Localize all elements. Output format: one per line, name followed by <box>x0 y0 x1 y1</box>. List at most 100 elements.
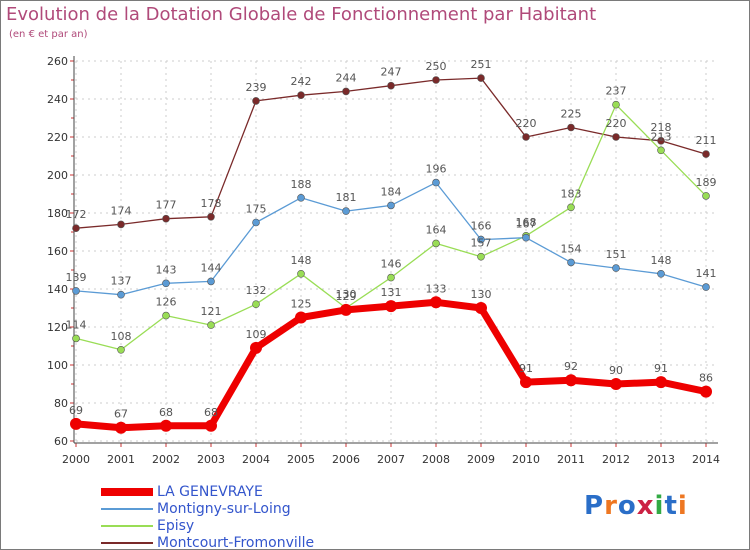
y-tick-label: 100 <box>47 359 68 372</box>
x-tick-label: 2008 <box>422 453 450 466</box>
y-tick-label: 60 <box>54 435 68 448</box>
data-label: 189 <box>696 176 717 189</box>
data-point <box>702 283 710 291</box>
data-point <box>252 300 260 309</box>
y-tick-label: 80 <box>54 397 68 410</box>
data-label: 157 <box>471 237 492 250</box>
x-tick-label: 2007 <box>377 453 405 466</box>
data-label: 131 <box>381 286 402 299</box>
logo-letter: i <box>654 491 665 521</box>
data-label: 225 <box>561 108 582 121</box>
data-label: 177 <box>156 199 177 212</box>
data-point <box>297 194 305 202</box>
data-label: 184 <box>381 185 402 198</box>
data-point <box>657 146 665 155</box>
data-point <box>612 100 620 109</box>
data-label: 188 <box>291 178 312 191</box>
data-label: 218 <box>651 121 672 134</box>
data-point <box>342 87 350 96</box>
y-tick-label: 140 <box>47 283 68 296</box>
data-point <box>477 235 485 244</box>
logo-letter: o <box>617 491 637 521</box>
data-point <box>207 213 215 221</box>
data-label: 211 <box>696 134 717 147</box>
data-label: 68 <box>204 406 218 419</box>
legend-item-montigny-sur-loing: Montigny-sur-Loing <box>101 501 361 518</box>
data-label: 121 <box>201 305 222 318</box>
y-tick-label: 160 <box>47 245 68 258</box>
data-label: 220 <box>606 117 627 130</box>
data-label: 213 <box>651 130 672 143</box>
data-label: 90 <box>609 364 623 377</box>
data-label: 69 <box>69 404 83 417</box>
data-label: 141 <box>696 267 717 280</box>
data-label: 251 <box>471 58 492 71</box>
data-point <box>657 137 665 145</box>
data-label: 133 <box>426 282 447 295</box>
data-label: 154 <box>561 242 582 255</box>
x-tick-label: 2001 <box>107 453 135 466</box>
x-tick-label: 2013 <box>647 453 675 466</box>
data-point <box>117 290 125 299</box>
logo-letter: P <box>584 491 605 521</box>
data-point <box>387 81 395 90</box>
legend-label: Montigny-sur-Loing <box>157 501 291 517</box>
x-tick-label: 2010 <box>512 453 540 466</box>
y-tick-label: 120 <box>47 321 68 334</box>
data-label: 172 <box>66 208 87 221</box>
data-point <box>567 203 575 212</box>
data-point <box>567 258 575 267</box>
logo-letter: i <box>677 491 688 521</box>
data-point <box>160 419 172 432</box>
data-label: 148 <box>651 254 672 267</box>
x-tick-label: 2009 <box>467 453 495 466</box>
data-point <box>252 97 260 105</box>
data-label: 137 <box>111 275 132 288</box>
data-point <box>567 123 575 132</box>
x-tick-label: 2012 <box>602 453 630 466</box>
data-point <box>72 224 80 232</box>
data-point <box>612 264 620 272</box>
data-label: 168 <box>516 216 537 229</box>
data-point <box>162 214 170 223</box>
data-label: 68 <box>159 406 173 419</box>
data-point <box>115 421 127 434</box>
y-tick-label: 220 <box>47 131 68 144</box>
y-tick-label: 180 <box>47 207 68 220</box>
data-label: 244 <box>336 71 357 84</box>
data-point <box>117 220 125 229</box>
legend-label: LA GENEVRAYE <box>157 484 263 500</box>
data-label: 247 <box>381 66 402 79</box>
data-point <box>385 300 397 313</box>
data-label: 144 <box>201 261 222 274</box>
data-point <box>475 302 487 314</box>
legend-swatch-la-genevraye <box>101 488 153 496</box>
data-point <box>252 218 260 227</box>
data-label: 92 <box>564 360 578 373</box>
data-label: 132 <box>246 284 267 297</box>
data-point <box>477 74 485 82</box>
data-point <box>250 341 262 354</box>
data-label: 146 <box>381 258 402 271</box>
data-label: 220 <box>516 117 537 130</box>
data-point <box>340 303 352 316</box>
data-point <box>207 321 215 329</box>
data-point <box>432 76 440 84</box>
data-label: 178 <box>201 197 222 210</box>
data-point <box>205 419 217 432</box>
data-label: 130 <box>336 288 357 301</box>
chart-title: Evolution de la Dotation Globale de Fonc… <box>6 4 597 25</box>
data-label: 109 <box>246 328 267 341</box>
x-tick-label: 2004 <box>242 453 270 466</box>
data-point <box>295 311 307 324</box>
data-label: 130 <box>471 288 492 301</box>
data-point <box>522 233 530 242</box>
data-label: 181 <box>336 191 357 204</box>
data-label: 166 <box>471 220 492 233</box>
data-point <box>477 252 485 261</box>
data-point <box>342 207 350 215</box>
data-point <box>432 178 440 187</box>
data-label: 196 <box>426 163 447 176</box>
data-label: 86 <box>699 372 713 385</box>
data-point <box>702 192 710 200</box>
